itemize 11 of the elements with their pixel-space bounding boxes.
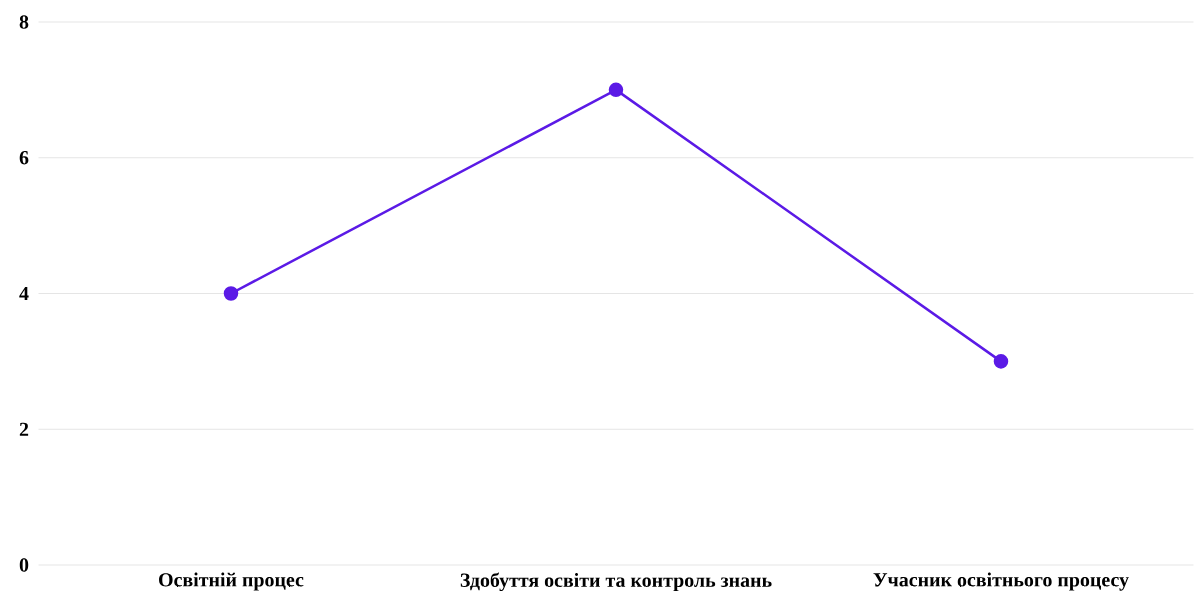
y-tick-label: 0: [19, 558, 29, 572]
y-tick-label: 2: [19, 422, 29, 436]
y-tick-label: 4: [19, 286, 29, 301]
x-tick-label: Здобуття освіти та контроль знань: [460, 572, 772, 592]
point: [993, 354, 1009, 369]
point: [608, 82, 624, 98]
y-tick-label: 8: [19, 15, 29, 29]
x-tick-label: Освітній процес: [159, 572, 304, 591]
y-tick-label: 6: [19, 151, 29, 165]
x-tick-label: Учасник освітнього процесу: [873, 572, 1129, 591]
point: [223, 286, 239, 301]
